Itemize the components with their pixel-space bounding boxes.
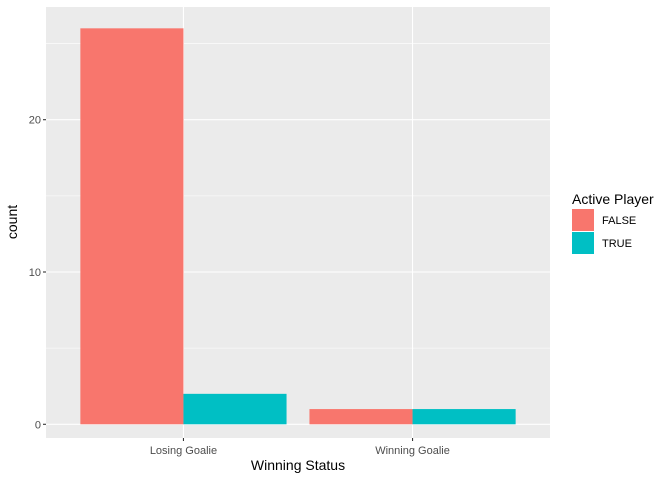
bar-true-0: [183, 393, 287, 425]
x-tick-label: Losing Goalie: [150, 445, 217, 457]
legend-label-false: FALSE: [602, 215, 636, 227]
bars: [80, 28, 516, 425]
y-axis-title: count: [4, 205, 20, 239]
y-tick-label: 10: [29, 267, 41, 279]
x-tick-label: Winning Goalie: [375, 445, 450, 457]
legend-key-false: [572, 209, 594, 231]
legend: Active Player FALSE TRUE: [572, 191, 654, 254]
legend-title: Active Player: [572, 191, 654, 207]
bar-false-0: [80, 28, 184, 425]
legend-label-true: TRUE: [602, 238, 632, 250]
y-tick-label: 20: [29, 115, 41, 127]
bar-false-1: [309, 409, 413, 425]
bar-true-1: [412, 409, 516, 425]
legend-key-true: [572, 232, 594, 254]
x-axis-title: Winning Status: [251, 457, 345, 473]
y-axis: 0 10 20: [29, 115, 46, 431]
x-axis: Losing Goalie Winning Goalie: [150, 438, 450, 457]
y-tick-label: 0: [35, 419, 41, 431]
